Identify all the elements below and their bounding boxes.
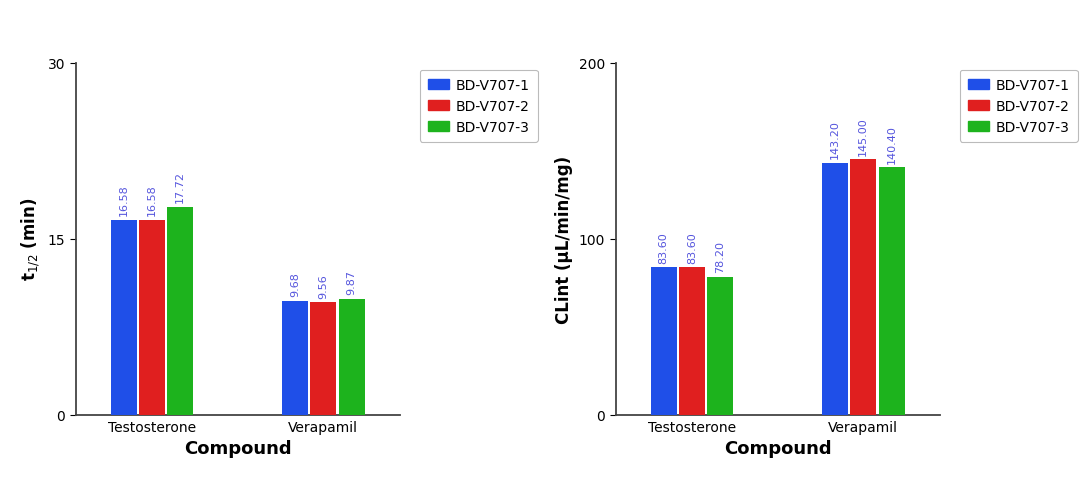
Text: 9.87: 9.87 (347, 270, 356, 295)
Bar (707, 277, 733, 415)
Y-axis label: CLint (μL/min/mg): CLint (μL/min/mg) (555, 155, 573, 323)
Text: 16.58: 16.58 (147, 184, 157, 216)
Text: 83.60: 83.60 (687, 232, 697, 264)
Text: 16.58: 16.58 (119, 184, 129, 216)
Bar (679, 268, 705, 415)
Bar (110, 221, 137, 415)
Bar (650, 268, 677, 415)
Text: 78.20: 78.20 (715, 241, 726, 273)
Text: 9.56: 9.56 (319, 274, 328, 298)
Legend: BD-V707-1, BD-V707-2, BD-V707-3: BD-V707-1, BD-V707-2, BD-V707-3 (959, 70, 1078, 143)
Y-axis label: t$_{1/2}$ (min): t$_{1/2}$ (min) (19, 198, 42, 281)
Text: 83.60: 83.60 (659, 232, 669, 264)
Bar (139, 221, 165, 415)
Bar (338, 299, 365, 415)
Bar (167, 207, 193, 415)
Bar (822, 163, 848, 415)
Bar (282, 302, 308, 415)
Bar (850, 160, 876, 415)
Text: 17.72: 17.72 (175, 171, 186, 203)
Text: 9.68: 9.68 (289, 272, 300, 297)
Text: 140.40: 140.40 (887, 125, 896, 163)
Text: 143.20: 143.20 (829, 120, 840, 159)
Bar (878, 168, 905, 415)
X-axis label: Compound: Compound (184, 439, 292, 457)
X-axis label: Compound: Compound (724, 439, 832, 457)
Legend: BD-V707-1, BD-V707-2, BD-V707-3: BD-V707-1, BD-V707-2, BD-V707-3 (419, 70, 538, 143)
Text: 145.00: 145.00 (859, 117, 868, 156)
Bar (310, 303, 336, 415)
